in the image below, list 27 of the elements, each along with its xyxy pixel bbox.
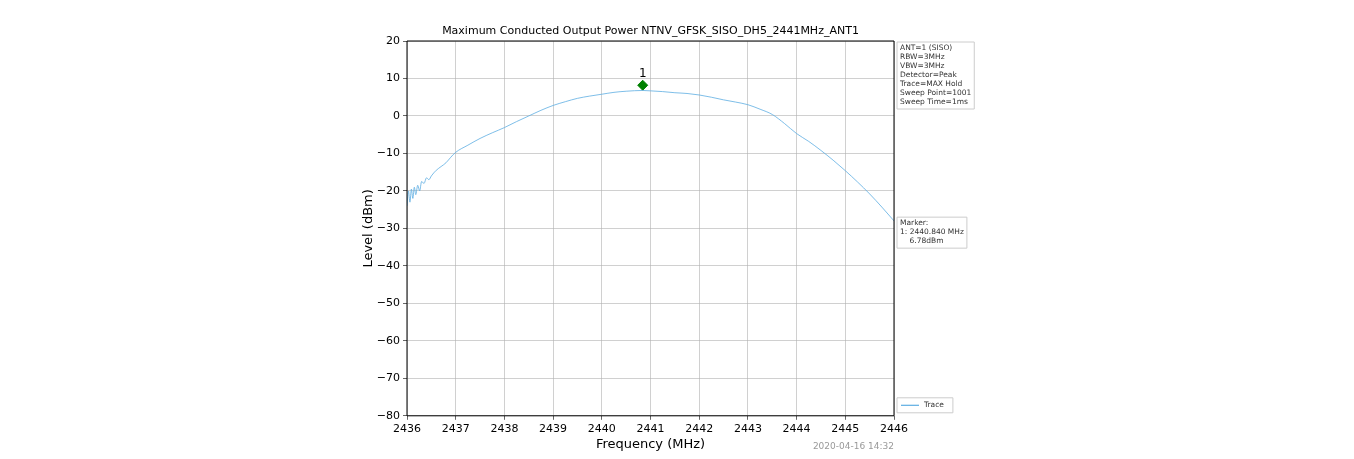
y-tick-label: 20 [386, 33, 400, 47]
y-tick-label: 0 [393, 108, 400, 122]
y-tick-label: −20 [376, 183, 400, 197]
y-tick-label: −10 [376, 146, 400, 160]
x-tick-label: 2441 [636, 422, 665, 436]
x-tick-label: 2436 [393, 422, 421, 436]
y-tick-label: −80 [376, 408, 400, 422]
x-tick-label: 2444 [782, 422, 811, 436]
x-axis-title: Frequency (MHz) [595, 435, 706, 451]
x-tick-label: 2443 [733, 422, 762, 436]
text: 2020-04-16 14:32 [812, 440, 894, 451]
x-tick-label: 2439 [539, 422, 568, 436]
x-tick-label: 2438 [490, 422, 519, 436]
y-tick-label: −30 [376, 221, 400, 235]
y-tick-label: −50 [376, 296, 400, 310]
x-tick-label: 2445 [831, 422, 860, 436]
y-tick-label: −70 [376, 371, 400, 385]
x-tick-label: 2437 [441, 422, 470, 436]
x-tick-label: 2446 [880, 422, 908, 436]
x-tick-label: 2440 [587, 422, 616, 436]
y-tick-label: −40 [376, 258, 400, 272]
y-axis-title: Level (dBm) [360, 189, 376, 268]
annotation: 1 [638, 66, 647, 81]
x-tick-label: 2442 [685, 422, 714, 436]
chart-title: Maximum Conducted Output Power NTNV_GFSK_SISO_DH5_2441MHz_ANT1 [442, 24, 859, 38]
y-tick-label: 10 [386, 71, 400, 85]
y-tick-label: −60 [376, 333, 400, 347]
